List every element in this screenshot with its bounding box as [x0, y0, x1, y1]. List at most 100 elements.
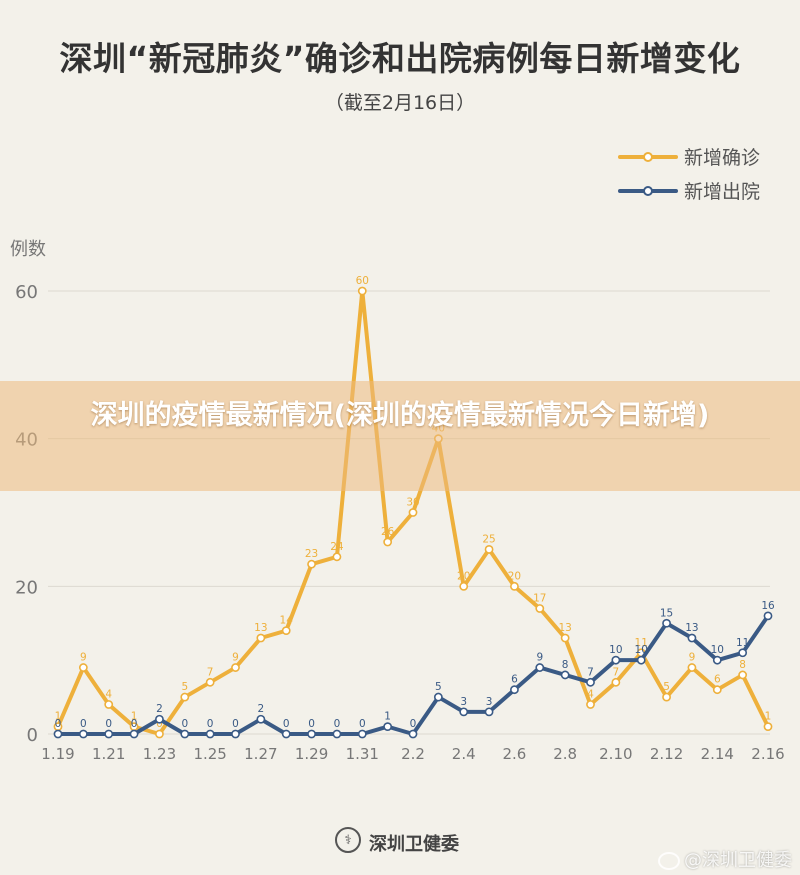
y-axis-label: 例数: [10, 239, 46, 260]
data-point: [636, 655, 646, 665]
data-point: [180, 729, 190, 739]
data-label: 11: [736, 637, 749, 649]
data-label: 1: [55, 711, 62, 723]
data-point: [586, 700, 595, 709]
data-label: 5: [181, 681, 188, 693]
data-label: 7: [587, 666, 594, 678]
data-label: 11: [635, 637, 648, 649]
x-tick-label: 1.29: [295, 745, 328, 763]
data-point: [738, 670, 748, 680]
banner-text: 深圳的疫情最新情况(深圳的疫情最新情况今日新增): [90, 400, 710, 431]
data-point: [712, 655, 722, 665]
data-point: [307, 729, 316, 739]
data-point: [205, 729, 215, 739]
data-label: 0: [283, 718, 290, 730]
data-label: 13: [254, 622, 267, 634]
weibo-icon: [658, 852, 680, 870]
data-label: 13: [685, 622, 698, 634]
data-label: 8: [739, 659, 746, 671]
data-label: 15: [660, 607, 673, 619]
data-point: [738, 648, 748, 658]
data-point: [256, 633, 266, 643]
data-point: [104, 729, 114, 739]
data-label: 8: [562, 659, 569, 671]
data-label: 13: [558, 622, 571, 634]
y-tick-label: 60: [15, 282, 38, 303]
data-point: [433, 692, 443, 702]
data-point: [281, 729, 291, 739]
data-label: 0: [55, 718, 62, 730]
data-point: [611, 655, 621, 665]
data-point: [281, 626, 291, 636]
data-label: 5: [435, 681, 442, 693]
data-label: 0: [131, 718, 138, 730]
data-label: 3: [486, 696, 493, 708]
data-point: [78, 663, 88, 672]
x-tick-label: 1.21: [92, 745, 125, 763]
data-label: 5: [663, 681, 670, 693]
data-point: [408, 508, 418, 517]
data-label: 0: [80, 718, 87, 730]
data-label: 25: [482, 533, 495, 545]
data-label: 4: [587, 688, 594, 700]
x-tick-label: 1.19: [41, 745, 74, 763]
data-label: 9: [80, 652, 87, 664]
data-point: [459, 581, 469, 591]
x-tick-label: 1.25: [193, 745, 226, 763]
chart-title: 深圳“新冠肺炎”确诊和出院病例每日新增变化: [59, 39, 741, 78]
data-point: [155, 729, 164, 739]
x-tick-label: 2.2: [401, 745, 425, 763]
data-point: [357, 729, 367, 739]
data-label: 24: [330, 541, 344, 553]
data-label: 1: [765, 711, 772, 723]
data-point: [357, 286, 367, 296]
data-label: 0: [359, 718, 366, 730]
series-line-discharged: [56, 613, 770, 736]
data-point: [104, 700, 114, 709]
data-label: 4: [105, 688, 112, 700]
data-label: 2: [156, 703, 163, 715]
x-tick-label: 2.10: [599, 745, 632, 763]
legend-marker: [643, 152, 653, 162]
data-point: [459, 707, 469, 717]
data-label: 1: [131, 711, 138, 723]
data-label: 17: [533, 592, 546, 604]
legend-label: 新增出院: [684, 181, 760, 203]
data-label: 30: [406, 497, 419, 509]
x-tick-label: 2.16: [751, 745, 784, 763]
data-label: 0: [410, 718, 417, 730]
data-point: [383, 537, 393, 547]
health-commission-logo-icon: ⚕: [335, 827, 361, 853]
data-point: [332, 729, 342, 739]
data-label: 10: [711, 644, 724, 656]
x-tick-label: 1.27: [244, 745, 277, 763]
data-label: 26: [381, 526, 395, 538]
chart-subtitle: （截至2月16日）: [324, 92, 476, 114]
data-point: [484, 545, 494, 554]
data-label: 16: [761, 600, 775, 612]
data-label: 9: [232, 652, 239, 664]
data-label: 0: [308, 718, 315, 730]
data-point: [307, 559, 316, 569]
data-label: 3: [460, 696, 467, 708]
data-point: [484, 707, 494, 717]
y-tick-label: 20: [15, 577, 38, 598]
data-point: [586, 677, 595, 687]
data-point: [662, 692, 671, 702]
data-point: [510, 581, 519, 591]
data-label: 0: [334, 718, 341, 730]
data-point: [231, 663, 240, 672]
data-label: 20: [508, 570, 521, 582]
data-point: [535, 604, 545, 613]
x-tick-label: 2.4: [452, 745, 476, 763]
x-tick-label: 1.23: [143, 745, 176, 763]
data-label: 0: [207, 718, 214, 730]
data-point: [332, 552, 342, 562]
data-label: 0: [181, 718, 188, 730]
data-label: 20: [457, 570, 470, 582]
data-point: [763, 611, 773, 621]
data-point: [205, 677, 215, 687]
data-label: 9: [536, 652, 543, 664]
overlay-banner: [0, 381, 800, 491]
